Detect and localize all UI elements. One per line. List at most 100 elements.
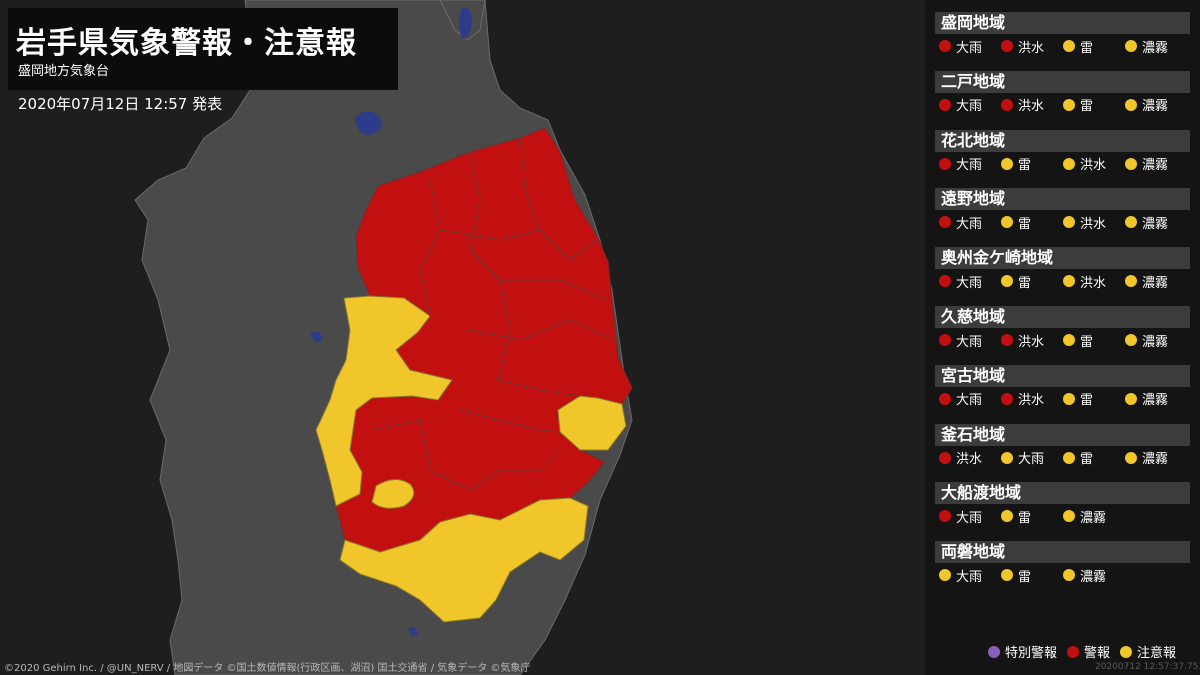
alert-label: 大雨	[956, 40, 983, 56]
alert-item: 濃霧	[1125, 37, 1187, 56]
alert-row: 大雨 雷 濃霧	[935, 563, 1190, 587]
iwate-advisory-south	[339, 497, 589, 623]
alert-item: 雷	[1063, 389, 1125, 408]
legend-label: 注意報	[1137, 646, 1177, 661]
alert-row: 大雨 洪水 雷 濃霧	[935, 34, 1190, 58]
alert-label: 洪水	[1018, 99, 1045, 115]
advisory-dot-icon	[1125, 157, 1137, 170]
alert-item: 大雨	[939, 566, 1001, 585]
region-name: 二戸地域	[935, 70, 1190, 93]
alert-item: 雷	[1063, 448, 1125, 467]
warning-dot-icon	[939, 510, 951, 523]
advisory-dot-icon	[1063, 40, 1075, 52]
warning-dot-icon	[939, 157, 951, 170]
alert-label: 濃霧	[1142, 158, 1169, 174]
region-block: 花北地域 大雨 雷 洪水 濃霧	[935, 129, 1190, 176]
timestamp: 20200712 12:57:37.753	[1095, 662, 1200, 672]
alert-label: 雷	[1080, 99, 1094, 115]
warning-dot-icon	[939, 451, 951, 464]
alert-item: 大雨	[939, 154, 1001, 173]
warning-dot-icon	[1001, 40, 1013, 52]
alert-label: 濃霧	[1142, 216, 1169, 232]
alert-label: 濃霧	[1080, 510, 1107, 526]
alert-label: 大雨	[956, 275, 983, 291]
alert-item: 大雨	[939, 507, 1001, 526]
alert-item: 濃霧	[1063, 507, 1125, 526]
advisory-dot-icon	[1001, 157, 1013, 170]
alert-label: 濃霧	[1142, 334, 1169, 350]
warning-dot-icon	[939, 98, 951, 111]
alert-label: 濃霧	[1142, 452, 1169, 468]
advisory-dot-icon	[1001, 451, 1013, 464]
region-name: 釜石地域	[935, 423, 1190, 446]
alert-label: 大雨	[1018, 452, 1045, 468]
advisory-dot-icon	[1125, 98, 1137, 111]
alert-item: 濃霧	[1125, 331, 1187, 350]
iwate-advisory-west	[315, 295, 453, 507]
advisory-dot-icon	[1001, 275, 1013, 288]
alert-label: 大雨	[956, 216, 983, 232]
advisory-dot-icon	[1125, 40, 1137, 52]
alert-item: 雷	[1001, 154, 1063, 173]
alert-item: 雷	[1001, 272, 1063, 291]
region-block: 遠野地域 大雨 雷 洪水 濃霧	[935, 188, 1190, 234]
region-block: 久慈地域 大雨 洪水 雷 濃霧	[935, 306, 1190, 352]
alert-item: 濃霧	[1125, 213, 1187, 232]
warning-dot-icon	[1001, 392, 1013, 405]
alert-map	[134, 0, 633, 675]
alert-item: 雷	[1063, 95, 1125, 114]
region-block: 奥州金ケ崎地域 大雨 雷 洪水 濃霧	[935, 247, 1190, 293]
alert-row: 洪水 大雨 雷 濃霧	[935, 446, 1190, 470]
alert-item: 雷	[1001, 213, 1063, 232]
region-block: 釜石地域洪水 大雨 雷 濃霧	[935, 423, 1190, 470]
alert-label: 雷	[1018, 275, 1032, 291]
region-block: 両磐地域 大雨 雷 濃霧	[935, 541, 1190, 587]
alert-label: 大雨	[956, 393, 983, 409]
warning-dot-icon	[1067, 645, 1080, 658]
alert-item: 大雨	[939, 95, 1001, 114]
alert-label: 洪水	[1080, 216, 1107, 232]
alert-label: 濃霧	[1142, 40, 1169, 56]
alert-item: 洪水	[1063, 154, 1125, 173]
alert-item: 雷	[1063, 331, 1125, 350]
alert-item: 大雨	[939, 389, 1001, 408]
alert-item: 洪水	[939, 448, 1001, 467]
alert-label: 濃霧	[1080, 569, 1107, 585]
alert-label: 大雨	[956, 510, 983, 526]
advisory-dot-icon	[1063, 334, 1075, 346]
advisory-dot-icon	[939, 569, 951, 582]
alert-label: 洪水	[1018, 334, 1045, 350]
legend-item: 注意報	[1120, 642, 1176, 661]
alert-item: 濃霧	[1125, 154, 1187, 173]
warning-dot-icon	[939, 216, 951, 229]
alert-row: 大雨 雷 洪水 濃霧	[935, 210, 1190, 234]
region-name: 宮古地域	[935, 364, 1190, 387]
advisory-dot-icon	[1001, 216, 1013, 229]
lake-small-2	[408, 626, 418, 636]
alert-item: 大雨	[939, 213, 1001, 232]
warning-dot-icon	[939, 40, 951, 52]
alert-label: 濃霧	[1142, 393, 1169, 409]
alert-label: 雷	[1080, 40, 1094, 56]
alert-label: 大雨	[956, 99, 983, 115]
alert-item: 濃霧	[1125, 95, 1187, 114]
advisory-dot-icon	[1063, 569, 1075, 582]
advisory-dot-icon	[1125, 334, 1137, 346]
alert-item: 大雨	[939, 331, 1001, 350]
alert-label: 雷	[1018, 216, 1032, 232]
advisory-dot-icon	[1063, 275, 1075, 288]
iwate-advisory-kitakami-hole	[371, 479, 415, 509]
alert-item: 洪水	[1001, 331, 1063, 350]
alert-item: 洪水	[1001, 95, 1063, 114]
alert-item: 大雨	[1001, 448, 1063, 467]
region-name: 大船渡地域	[935, 482, 1190, 505]
municipal-boundaries	[371, 137, 616, 491]
legend-item: 特別警報	[988, 642, 1057, 661]
advisory-dot-icon	[1063, 392, 1075, 405]
alert-label: 大雨	[956, 158, 983, 174]
lake-small-1	[310, 332, 322, 342]
alert-item: 濃霧	[1125, 448, 1187, 467]
alert-row: 大雨 洪水 雷 濃霧	[935, 387, 1190, 411]
warning-dot-icon	[939, 392, 951, 405]
alert-item: 洪水	[1063, 213, 1125, 232]
